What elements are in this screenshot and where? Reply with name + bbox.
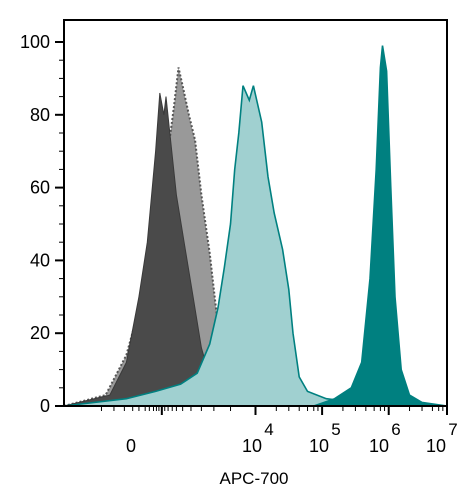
- x-tick-label: 106: [369, 420, 401, 456]
- x-tick-exponent: 7: [448, 420, 457, 439]
- x-tick-base: 10: [242, 436, 262, 456]
- y-tick-label: 40: [30, 250, 50, 270]
- y-tick-label: 60: [30, 178, 50, 198]
- x-tick-base: 10: [369, 436, 389, 456]
- x-tick-exponent: 5: [331, 420, 340, 439]
- x-tick-base: 0: [126, 436, 136, 456]
- x-tick-label: 0: [126, 436, 136, 456]
- y-tick-label: 0: [40, 396, 50, 416]
- y-tick-label: 20: [30, 323, 50, 343]
- histogram-series-3: [63, 85, 439, 407]
- x-tick-label: 107: [426, 420, 458, 456]
- x-tick-exponent: 4: [264, 420, 273, 439]
- x-tick-base: 10: [426, 436, 446, 456]
- x-tick-base: 10: [309, 436, 329, 456]
- x-tick-label: 105: [309, 420, 341, 456]
- y-tick-label: 100: [20, 32, 50, 52]
- histogram-series-4: [313, 45, 448, 407]
- x-axis-title: APC-700: [220, 469, 289, 488]
- plot-area: [63, 19, 448, 407]
- y-axis: 0 20 40 60 80 100: [20, 32, 64, 416]
- x-tick-label: 104: [242, 420, 274, 456]
- x-tick-exponent: 6: [391, 420, 400, 439]
- y-tick-label: 80: [30, 105, 50, 125]
